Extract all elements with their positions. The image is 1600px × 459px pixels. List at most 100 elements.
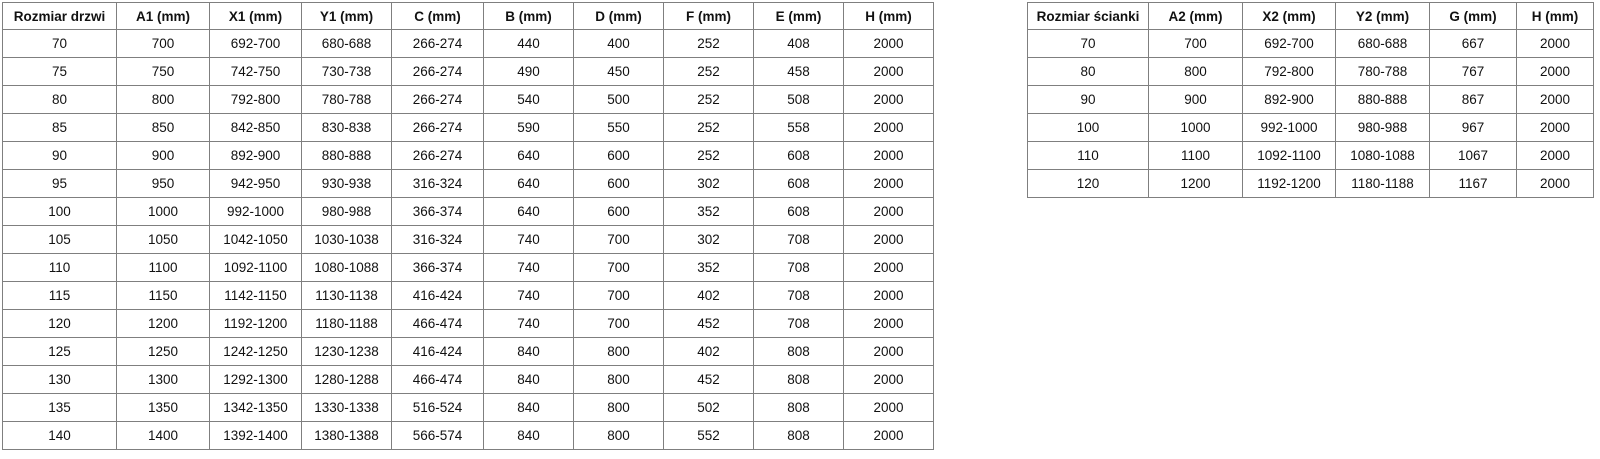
cell: 1092-1100 [1242, 141, 1336, 170]
column-header: Y1 (mm) [301, 2, 392, 30]
cell: 115 [2, 281, 117, 310]
cell: 680-688 [1335, 29, 1430, 58]
table-row: 135 1350 1342-1350 1330-1338 516-524 840 800 50… [2, 393, 934, 422]
cell: 680-688 [301, 29, 392, 58]
cell: 100 [2, 197, 117, 226]
cell: 266-274 [391, 85, 484, 114]
cell: 402 [663, 281, 754, 310]
cell: 1192-1200 [1242, 169, 1336, 198]
cell: 1080-1088 [301, 253, 392, 282]
cell: 90 [1027, 85, 1149, 114]
cell: 640 [483, 197, 574, 226]
cell: 692-700 [209, 29, 302, 58]
cell: 316-324 [391, 225, 484, 254]
cell: 667 [1429, 29, 1517, 58]
cell: 1392-1400 [209, 421, 302, 450]
cell: 800 [116, 85, 210, 114]
cell: 700 [573, 281, 664, 310]
cell: 992-1000 [209, 197, 302, 226]
cell: 366-374 [391, 253, 484, 282]
cell: 892-900 [209, 141, 302, 170]
cell: 2000 [1516, 169, 1594, 198]
cell: 780-788 [1335, 57, 1430, 86]
table-row: 75 750 742-750 730-738 266-274 490 450 252 458 20… [2, 57, 934, 86]
cell: 980-988 [1335, 113, 1430, 142]
cell: 840 [483, 365, 574, 394]
cell: 867 [1429, 85, 1517, 114]
column-header: X1 (mm) [209, 2, 302, 30]
table-row: 130 1300 1292-1300 1280-1288 466-474 840 800 45… [2, 365, 934, 394]
cell: 900 [1148, 85, 1243, 114]
cell: 105 [2, 225, 117, 254]
cell: 1200 [1148, 169, 1243, 198]
cell: 808 [753, 365, 844, 394]
cell: 808 [753, 393, 844, 422]
cell: 1080-1088 [1335, 141, 1430, 170]
cell: 2000 [843, 225, 934, 254]
table-row: 110 1100 1092-1100 1080-1088 366-374 740 700 35… [2, 253, 934, 282]
cell: 402 [663, 337, 754, 366]
cell: 967 [1429, 113, 1517, 142]
cell: 800 [573, 421, 664, 450]
column-header: E (mm) [753, 2, 844, 30]
cell: 252 [663, 85, 754, 114]
cell: 1000 [116, 197, 210, 226]
table-row: 70 700 692-700 680-688 667 2000 [1027, 29, 1594, 58]
cell: 80 [2, 85, 117, 114]
cell: 1142-1150 [209, 281, 302, 310]
table-row: 100 1000 992-1000 980-988 967 2000 [1027, 113, 1594, 142]
cell: 880-888 [1335, 85, 1430, 114]
cell: 730-738 [301, 57, 392, 86]
cell: 266-274 [391, 141, 484, 170]
cell: 75 [2, 57, 117, 86]
cell: 900 [116, 141, 210, 170]
table-row: 110 1100 1092-1100 1080-1088 1067 2000 [1027, 141, 1594, 170]
column-header: D (mm) [573, 2, 664, 30]
cell: 80 [1027, 57, 1149, 86]
cell: 450 [573, 57, 664, 86]
cell: 708 [753, 225, 844, 254]
column-header: C (mm) [391, 2, 484, 30]
table-row: 140 1400 1392-1400 1380-1388 566-574 840 800 55… [2, 421, 934, 450]
cell: 70 [2, 29, 117, 58]
cell: 1250 [116, 337, 210, 366]
cell: 316-324 [391, 169, 484, 198]
cell: 1150 [116, 281, 210, 310]
column-header: X2 (mm) [1242, 2, 1336, 30]
cell: 1000 [1148, 113, 1243, 142]
door-size-table: Rozmiar drzwi A1 (mm) X1 (mm) Y1 (mm) C (mm)… [2, 2, 934, 450]
cell: 266-274 [391, 29, 484, 58]
cell: 502 [663, 393, 754, 422]
cell: 1180-1188 [301, 309, 392, 338]
column-header: F (mm) [663, 2, 754, 30]
cell: 750 [116, 57, 210, 86]
cell: 1030-1038 [301, 225, 392, 254]
table-row: 85 850 842-850 830-838 266-274 590 550 252 558 20… [2, 113, 934, 142]
cell: 600 [573, 169, 664, 198]
cell: 992-1000 [1242, 113, 1336, 142]
cell: 692-700 [1242, 29, 1336, 58]
cell: 2000 [1516, 113, 1594, 142]
cell: 2000 [843, 141, 934, 170]
cell: 500 [573, 85, 664, 114]
cell: 742-750 [209, 57, 302, 86]
cell: 516-524 [391, 393, 484, 422]
cell: 590 [483, 113, 574, 142]
cell: 1342-1350 [209, 393, 302, 422]
cell: 600 [573, 197, 664, 226]
cell: 2000 [843, 421, 934, 450]
cell: 942-950 [209, 169, 302, 198]
table-row: 120 1200 1192-1200 1180-1188 466-474 740 700 45… [2, 309, 934, 338]
cell: 1230-1238 [301, 337, 392, 366]
cell: 416-424 [391, 281, 484, 310]
cell: 302 [663, 169, 754, 198]
cell: 1200 [116, 309, 210, 338]
cell: 2000 [843, 57, 934, 86]
column-header: A1 (mm) [116, 2, 210, 30]
cell: 608 [753, 141, 844, 170]
cell: 120 [1027, 169, 1149, 198]
cell: 1050 [116, 225, 210, 254]
column-header: A2 (mm) [1148, 2, 1243, 30]
cell: 808 [753, 337, 844, 366]
cell: 1380-1388 [301, 421, 392, 450]
